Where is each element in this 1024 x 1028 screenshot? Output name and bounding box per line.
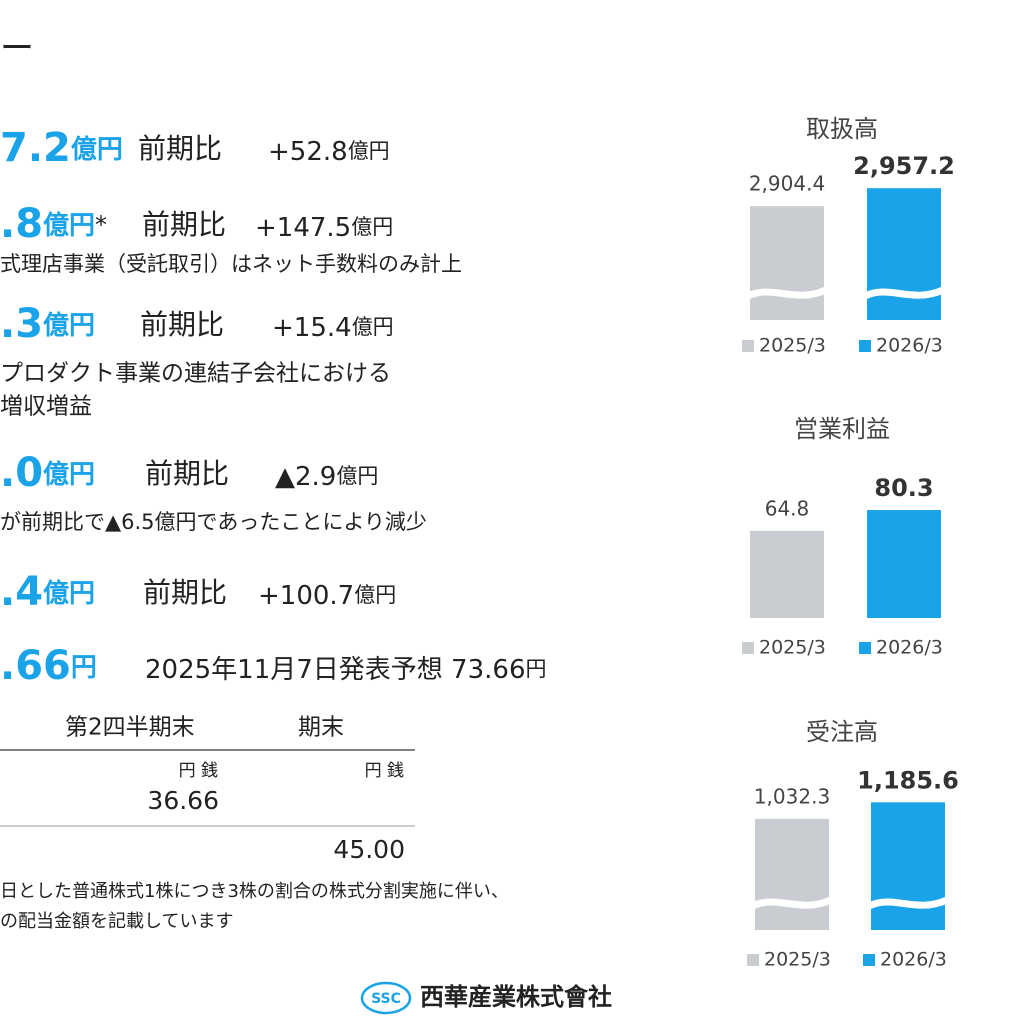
asterisk: * (95, 211, 107, 239)
logo-mark: SSC (371, 991, 401, 1007)
table-header: 第2四半期末 (65, 715, 195, 741)
legend-swatch (742, 340, 754, 352)
bar (871, 802, 945, 930)
svg-text:.4億円: .4億円 (0, 569, 95, 615)
metric-row: .0億円 前期比 ▲2.9億円 が前期比で▲6.5億円であったことにより減少 (0, 450, 427, 534)
change: +147.5 (255, 213, 351, 243)
change: +15.4 (272, 313, 352, 343)
svg-text:+52.8億円: +52.8億円 (268, 137, 390, 167)
legend-label: 2025/3 (764, 949, 831, 971)
legend-label: 2026/3 (880, 949, 947, 971)
metric-value: .3 (0, 301, 43, 347)
metric-row: .3億円 前期比 +15.4億円 プロダクト事業の連結子会社における 増収増益 (0, 301, 394, 420)
compare-label: 前期比 (143, 576, 227, 609)
footnote: 日とした普通株式1株につき3株の割合の株式分割実施に伴い、 (0, 881, 509, 902)
svg-text:7.2億円: 7.2億円 (0, 125, 123, 171)
unit-label: 円 銭 (365, 761, 404, 781)
change: ▲2.9 (275, 462, 336, 492)
value-label: 1,185.6 (857, 766, 959, 794)
forecast-unit: 円 (526, 657, 547, 681)
compare-label: 前期比 (140, 308, 224, 341)
svg-text:.3億円: .3億円 (0, 301, 95, 347)
metric-unit: 億円 (43, 579, 95, 609)
metric-unit: 億円 (43, 460, 95, 490)
legend-swatch (863, 954, 875, 966)
change-unit: 億円 (336, 464, 378, 488)
cell: 45.00 (333, 835, 405, 864)
svg-text:+147.5億円: +147.5億円 (255, 213, 393, 243)
svg-text:.0億円: .0億円 (0, 450, 95, 496)
metric-row: 7.2億円 前期比 +52.8億円 (0, 125, 390, 171)
svg-text:▲2.9億円: ▲2.9億円 (275, 462, 378, 492)
metric-value: .66 (0, 643, 71, 689)
legend-swatch (747, 954, 759, 966)
metric-unit: 億円 (43, 311, 95, 341)
legend-label: 2025/3 (759, 637, 826, 659)
chart-title: 営業利益 (794, 415, 890, 443)
metric-value: .4 (0, 569, 43, 615)
metric-value: 7.2 (0, 125, 71, 171)
chart-title: 取扱高 (806, 115, 878, 143)
note: が前期比で▲6.5億円であったことにより減少 (0, 510, 427, 534)
svg-text:2025年11月7日発表予想 73.66円: 2025年11月7日発表予想 73.66円 (145, 655, 547, 685)
value-label: 64.8 (765, 496, 810, 520)
note: 増収増益 (0, 394, 92, 420)
bar (750, 206, 824, 320)
legend-swatch (859, 340, 871, 352)
table-header: 期末 (298, 715, 344, 741)
change: +100.7 (258, 581, 354, 611)
value-label: 80.3 (874, 474, 933, 502)
dividend-table: 第2四半期末 期末 円 銭 円 銭 36.66 45.00 (0, 715, 415, 864)
svg-text:+100.7億円: +100.7億円 (258, 581, 396, 611)
legend-swatch (859, 642, 871, 654)
legend-label: 2026/3 (876, 335, 943, 357)
logo-name: 西華産業株式會社 (420, 983, 612, 1011)
footnote: の配当金額を記載しています (0, 911, 233, 932)
compare-label: 前期比 (145, 457, 229, 490)
legend-label: 2025/3 (759, 335, 826, 357)
change-unit: 億円 (351, 215, 393, 239)
axis-break (867, 896, 949, 910)
metric-unit: 円 (71, 653, 97, 683)
bar (867, 510, 941, 618)
chart-title: 受注高 (806, 718, 878, 746)
forecast: 2025年11月7日発表予想 73.66 (145, 655, 526, 685)
legend-swatch (742, 642, 754, 654)
logo-ring (360, 981, 412, 1015)
change: +52.8 (268, 137, 348, 167)
axis-break (863, 286, 945, 300)
change-unit: 億円 (348, 139, 390, 163)
metric-row: .8億円* 前期比 +147.5億円 式理店事業（受託取引）はネット手数料のみ計… (0, 201, 462, 276)
svg-text:.8億円*: .8億円* (0, 201, 107, 247)
note: 式理店事業（受託取引）はネット手数料のみ計上 (0, 252, 462, 276)
value-label: 1,032.3 (754, 784, 830, 808)
svg-text:+15.4億円: +15.4億円 (272, 313, 394, 343)
logo: SSC 西華産業株式會社 (360, 981, 612, 1015)
value-label: 2,957.2 (853, 152, 955, 180)
bar (867, 188, 941, 320)
metric-value: .0 (0, 450, 43, 496)
axis-break (751, 896, 833, 910)
compare-label: 前期比 (138, 132, 222, 165)
cell: 36.66 (147, 786, 219, 815)
svg-text:.66円: .66円 (0, 643, 97, 689)
metric-unit: 億円 (71, 135, 123, 165)
note: プロダクト事業の連結子会社における (0, 361, 391, 387)
metric-row: .4億円 前期比 +100.7億円 (0, 569, 396, 615)
axis-break (746, 286, 828, 300)
metric-row: .66円 2025年11月7日発表予想 73.66円 (0, 643, 547, 689)
metric-value: .8 (0, 201, 43, 247)
legend-label: 2026/3 (876, 637, 943, 659)
change-unit: 億円 (352, 315, 394, 339)
metric-unit: 億円 (43, 211, 95, 241)
unit-label: 円 銭 (179, 761, 218, 781)
bar (755, 818, 829, 930)
value-label: 2,904.4 (749, 172, 825, 196)
compare-label: 前期比 (142, 208, 226, 241)
heading-fragment: ー (0, 29, 34, 69)
change-unit: 億円 (354, 583, 396, 607)
bar (750, 530, 824, 618)
